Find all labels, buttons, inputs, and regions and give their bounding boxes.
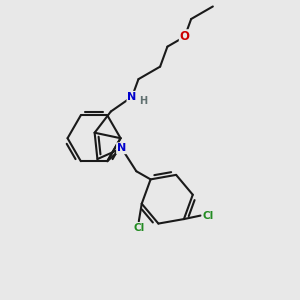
Text: N: N bbox=[117, 143, 126, 153]
Text: H: H bbox=[139, 96, 147, 106]
Text: N: N bbox=[128, 92, 137, 102]
Text: O: O bbox=[180, 30, 190, 43]
Text: Cl: Cl bbox=[202, 211, 214, 220]
Text: Cl: Cl bbox=[133, 223, 144, 233]
